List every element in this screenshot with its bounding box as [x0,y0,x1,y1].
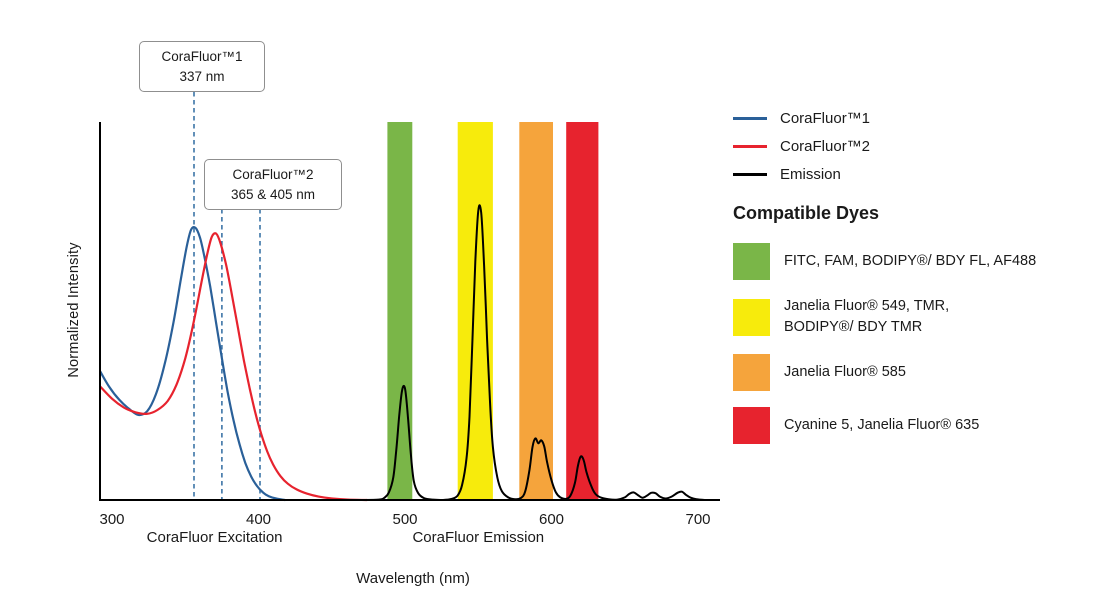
dye-item-orange: Janelia Fluor® 585 [733,354,1105,392]
legend-label-corafluor2: CoraFluor™2 [780,137,871,155]
legend-item-corafluor2: CoraFluor™2 [733,132,1105,160]
curve-corafluor-2 [99,232,368,502]
callout-corafluor2-wavelength: 365 & 405 nm [230,186,316,202]
x-axis-label: Wavelength (nm) [356,570,470,587]
orange-band [519,122,553,500]
callout-corafluor2-name: CoraFluor™2 [232,167,314,182]
corafluor2-line-swatch [733,144,767,148]
yellow-dye-label: Janelia Fluor® 549, TMR, BODIPY®/ BDY TM… [784,298,950,336]
x-tick-label: 300 [99,511,124,528]
callout-corafluor1-wavelength: 337 nm [179,68,225,84]
emission-line-swatch [733,172,767,176]
callout-corafluor1: CoraFluor™1 337 nm [139,41,265,93]
x-tick-label: 400 [246,511,271,528]
dye-item-green: FITC, FAM, BODIPY®/ BDY FL, AF488 [733,243,1105,280]
red-band [566,122,599,500]
legend-label-emission: Emission [780,165,841,183]
curve-corafluor-1 [99,225,286,502]
yellow-dye-swatch [733,298,770,336]
y-axis-label: Normalized Intensity [66,242,82,378]
green-dye-label: FITC, FAM, BODIPY®/ BDY FL, AF488 [784,252,1037,269]
legend-item-emission: Emission [733,160,1105,188]
corafluor1-line-swatch [733,116,767,120]
x-tick-label: 700 [685,511,710,528]
axis-section-label: CoraFluor Emission [412,529,544,546]
curve-emission [316,204,707,502]
legend-panel: CoraFluor™1 CoraFluor™2 Emission Compati… [733,104,1105,460]
x-tick-label: 600 [539,511,564,528]
orange-dye-label: Janelia Fluor® 585 [784,364,906,381]
callout-corafluor1-name: CoraFluor™1 [161,49,243,64]
yellow-band [457,122,493,500]
green-band [387,122,413,500]
dye-item-yellow: Janelia Fluor® 549, TMR, BODIPY®/ BDY TM… [733,296,1105,338]
green-dye-swatch [733,243,770,280]
orange-dye-swatch [733,354,770,392]
axis-section-label: CoraFluor Excitation [147,529,283,546]
dye-item-red: Cyanine 5, Janelia Fluor® 635 [733,407,1105,445]
callout-corafluor2: CoraFluor™2 365 & 405 nm [204,159,342,211]
legend-item-corafluor1: CoraFluor™1 [733,104,1105,132]
red-dye-swatch [733,407,770,445]
legend-label-corafluor1: CoraFluor™1 [780,109,871,127]
compatible-dyes-heading: Compatible Dyes [733,203,880,223]
x-tick-label: 500 [392,511,417,528]
red-dye-label: Cyanine 5, Janelia Fluor® 635 [784,417,980,434]
